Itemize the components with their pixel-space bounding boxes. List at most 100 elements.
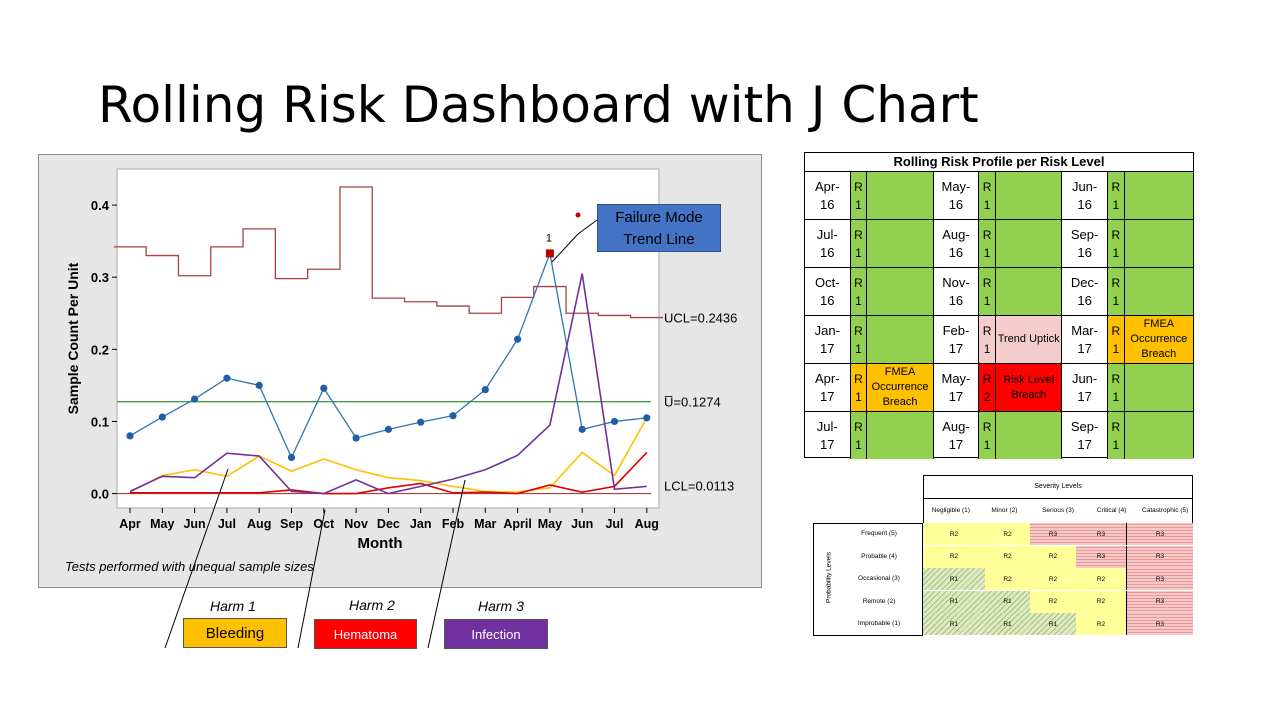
risk-month-year: 16 <box>820 244 835 260</box>
x-tick-label: Aug <box>635 517 659 531</box>
risk-level-digit: 1 <box>983 341 991 356</box>
center-label: U̅=0.1274 <box>664 395 721 410</box>
data-point <box>126 432 134 440</box>
risk-month-name: Sep- <box>1070 418 1099 434</box>
risk-level-digit: 1 <box>1112 293 1120 308</box>
risk-profile-row: Jan- 17 R 1 Feb- 17 R 1 Trend Uptick Mar- 17 R 1 FMEA… <box>805 316 1193 364</box>
severity-cell: R2 <box>923 545 985 568</box>
risk-level-digit: 1 <box>855 389 862 404</box>
risk-note-cell <box>996 412 1063 459</box>
severity-cell: R2 <box>1030 568 1076 591</box>
risk-month: May- 16 <box>941 178 970 214</box>
risk-level-letter: R <box>1111 323 1121 338</box>
callout-line1: Failure Mode <box>615 209 703 226</box>
risk-month-year: 17 <box>1077 340 1092 356</box>
risk-month-name: Feb- <box>942 322 970 338</box>
risk-month-cell: Jun- 17 <box>1062 364 1108 411</box>
risk-note-cell: FMEA Occurrence Breach <box>1124 316 1193 363</box>
risk-level-letter: R <box>854 419 863 434</box>
risk-level-letter: R <box>854 275 863 290</box>
harm-2-label: Harm 2 <box>349 597 395 613</box>
risk-level-letter: R <box>982 371 992 386</box>
risk-month: Dec- 16 <box>1071 274 1098 310</box>
probability-title: Probability Levels <box>825 552 833 603</box>
risk-profile-row: Apr- 16 R 1 May- 16 R 1 Jun- 16 R 1 <box>805 172 1193 220</box>
data-point <box>643 414 651 422</box>
risk-month-name: May- <box>941 178 971 194</box>
harm-3-label: Harm 3 <box>478 598 524 614</box>
risk-level-digit: 1 <box>1112 197 1120 212</box>
severity-cell: R2 <box>1076 590 1126 613</box>
risk-level-digit: 1 <box>855 197 862 212</box>
risk-level-digit: 1 <box>1112 245 1120 260</box>
leader-callout-2 <box>577 219 598 235</box>
risk-month-cell: Feb- 17 <box>934 316 980 363</box>
risk-level-digit: 1 <box>983 245 991 260</box>
data-point <box>352 434 360 442</box>
y-axis-label: Sample Count Per Unit <box>65 262 81 414</box>
risk-month: Apr- 17 <box>815 370 840 406</box>
severity-matrix: Severity Levels Negligible (1) Minor (2) S… <box>813 475 1193 637</box>
risk-month-name: May- <box>941 370 971 386</box>
risk-month: Jun- 17 <box>1072 370 1097 406</box>
x-tick-label: Jul <box>218 517 236 531</box>
risk-note-cell <box>867 220 934 267</box>
risk-level-letter: R <box>982 323 992 338</box>
severity-cell: R1 <box>1030 613 1076 636</box>
risk-note-cell <box>1124 172 1193 219</box>
risk-month-cell: May- 16 <box>934 172 980 219</box>
risk-note-cell <box>1124 364 1193 411</box>
out-of-control-point <box>545 249 554 258</box>
risk-month: Jul- 16 <box>817 226 838 262</box>
risk-month-year: 17 <box>820 436 835 452</box>
severity-cell: R2 <box>1076 613 1126 636</box>
risk-month: Apr- 16 <box>815 178 840 214</box>
y-tick-label: 0.3 <box>91 270 109 285</box>
risk-level-letter: R <box>854 227 863 242</box>
probability-row-label: Probable (4) <box>861 552 897 560</box>
risk-month-cell: Jul- 16 <box>805 220 851 267</box>
risk-month-name: Aug- <box>942 226 970 242</box>
data-point <box>610 417 619 426</box>
risk-month: Jul- 17 <box>817 418 838 454</box>
chart-note: Tests performed with unequal sample size… <box>65 559 314 574</box>
risk-month-name: Sep- <box>1070 226 1099 242</box>
risk-level-letter: R <box>1111 179 1121 194</box>
severity-cell: R1 <box>923 590 985 613</box>
severity-cell: R3 <box>1126 545 1193 568</box>
data-point <box>449 412 457 420</box>
risk-month-year: 16 <box>948 292 964 308</box>
severity-column-label: Critical (4) <box>1096 507 1127 514</box>
risk-level-digit: 1 <box>855 293 862 308</box>
severity-column-label: Minor (2) <box>991 507 1018 514</box>
risk-month-year: 17 <box>948 388 964 404</box>
risk-level-letter: R <box>982 419 992 434</box>
data-point <box>417 418 425 426</box>
risk-month-cell: May- 17 <box>934 364 980 411</box>
risk-level-letter: R <box>1111 371 1121 386</box>
risk-level-digit: 1 <box>983 197 991 212</box>
severity-cell: R1 <box>923 568 985 591</box>
risk-month-year: 16 <box>1077 196 1092 212</box>
risk-month-year: 16 <box>820 196 835 212</box>
risk-month: Jun- 16 <box>1072 178 1097 214</box>
risk-level-digit: 1 <box>855 245 862 260</box>
severity-cell: R2 <box>985 545 1030 568</box>
y-tick-label: 0.0 <box>91 487 109 502</box>
risk-month-year: 16 <box>948 196 964 212</box>
x-axis-label: Month <box>358 535 403 552</box>
x-tick-label: April <box>503 517 531 531</box>
leader-callout <box>551 233 579 263</box>
severity-cell: R3 <box>1030 523 1076 545</box>
x-tick-label: Feb <box>442 517 465 531</box>
probability-row-label: Remote (2) <box>862 597 896 605</box>
risk-note-cell <box>1124 220 1193 267</box>
risk-month-name: Apr- <box>814 370 840 386</box>
severity-cell: R2 <box>1030 545 1076 568</box>
risk-note-cell: FMEA Occurrence Breach <box>867 364 934 411</box>
x-tick-label: Mar <box>474 517 496 531</box>
